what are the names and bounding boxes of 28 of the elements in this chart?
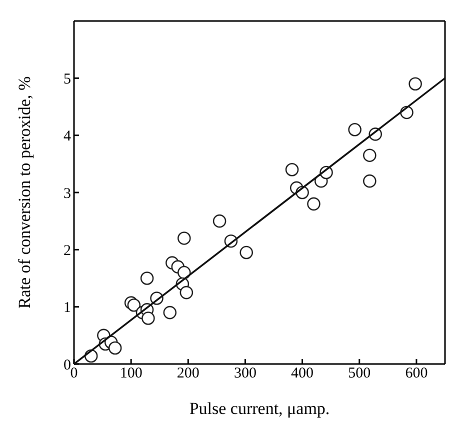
point: [163, 306, 177, 320]
y-tick-label: 3: [64, 186, 71, 202]
x-tick-label: 100: [120, 366, 142, 382]
y-tick-label: 2: [64, 242, 71, 259]
point: [140, 272, 154, 285]
x-tick-label: 300: [234, 366, 256, 382]
x-tick-label: 600: [405, 366, 428, 382]
x-tick-label: 200: [176, 366, 200, 382]
y-tick-label: 4: [64, 128, 72, 145]
point: [178, 232, 191, 245]
point: [363, 174, 376, 188]
point: [212, 214, 226, 228]
x-tick-label: 500: [348, 366, 371, 382]
point: [142, 312, 155, 325]
point: [127, 298, 141, 312]
x-axis-title: Pulse current, μamp.: [189, 399, 330, 418]
point: [363, 148, 376, 162]
y-tick-label: 1: [64, 300, 71, 316]
point: [408, 77, 422, 91]
point: [307, 197, 320, 211]
point: [108, 341, 122, 355]
point: [240, 246, 254, 260]
y-tick-label: 5: [64, 71, 71, 88]
point: [285, 162, 299, 176]
point: [348, 122, 362, 136]
y-axis-title: Rate of conversion to peroxide, %: [15, 76, 34, 309]
x-tick-label: 400: [291, 366, 314, 382]
point: [180, 286, 194, 300]
